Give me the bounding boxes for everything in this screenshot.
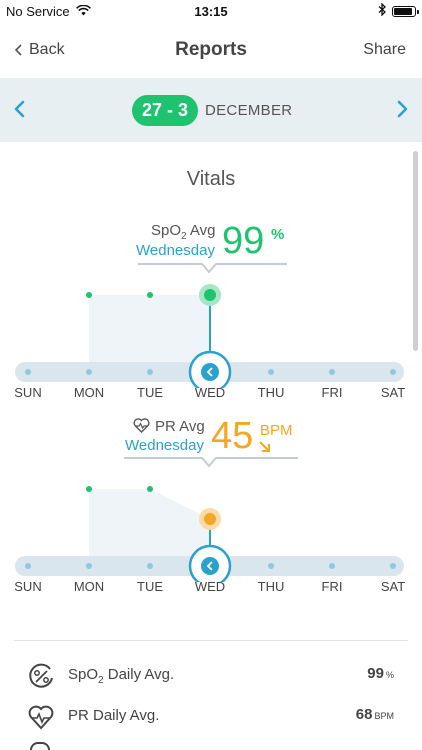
day-label-sun: SUN xyxy=(14,579,42,594)
pr-avg-unit: BPM xyxy=(260,422,293,439)
chevron-left-icon xyxy=(14,44,22,56)
day-dot-fri xyxy=(329,563,335,569)
day-selector-handle[interactable] xyxy=(188,350,232,388)
partial-icon xyxy=(30,742,50,750)
battery-icon xyxy=(392,5,419,17)
data-point-wed xyxy=(204,289,216,301)
day-dot-mon xyxy=(86,563,92,569)
trend-down-icon xyxy=(258,440,272,459)
day-dot-sat xyxy=(390,369,396,375)
stat-label: PR Daily Avg. xyxy=(68,707,160,724)
page-title: Reports xyxy=(175,39,247,60)
bluetooth-icon xyxy=(378,2,386,19)
data-point-tue xyxy=(147,292,153,298)
carrier-label: No Service xyxy=(6,4,70,19)
pr-area xyxy=(89,489,210,556)
data-point-tue xyxy=(147,486,153,492)
wifi-icon xyxy=(75,4,91,19)
callout-pointer xyxy=(124,457,298,468)
back-label: Back xyxy=(29,41,65,58)
day-selector-handle[interactable] xyxy=(188,544,232,582)
day-dot-sun xyxy=(25,563,31,569)
stat-row-pr[interactable]: PR Daily Avg. 68 BPM xyxy=(0,696,422,736)
date-range-selector: 27 - 3 DECEMBER xyxy=(0,78,422,142)
day-dot-thu xyxy=(268,369,274,375)
status-bar: No Service 13:15 xyxy=(0,0,422,22)
chevron-left-icon xyxy=(206,367,213,377)
day-dots xyxy=(25,563,396,569)
previous-week-button[interactable] xyxy=(8,97,32,121)
pr-weekly-chart xyxy=(15,457,404,582)
data-point-mon xyxy=(86,486,92,492)
pr-avg-label: PR Avg xyxy=(155,418,205,435)
stat-row-spo2[interactable]: SpO2 Daily Avg. 99% xyxy=(0,655,422,695)
clock: 13:15 xyxy=(194,4,228,19)
chevron-left-icon xyxy=(206,561,213,571)
stat-value: 99% xyxy=(367,665,394,682)
back-button[interactable]: Back xyxy=(14,41,65,59)
day-label-wed: WED xyxy=(194,385,226,400)
day-dot-mon xyxy=(86,369,92,375)
day-label-wed: WED xyxy=(194,579,226,594)
spo2-percent-icon xyxy=(26,661,56,691)
next-week-button[interactable] xyxy=(390,97,414,121)
day-dots xyxy=(25,369,396,375)
day-label-fri: FRI xyxy=(321,579,343,594)
day-label-mon: MON xyxy=(73,579,105,594)
day-label-sat: SAT xyxy=(380,579,406,594)
day-label-sun: SUN xyxy=(14,385,42,400)
spo2-day-label: Wednesday xyxy=(136,242,215,259)
day-dot-sat xyxy=(390,563,396,569)
day-dot-thu xyxy=(268,563,274,569)
spo2-avg-unit: % xyxy=(271,226,285,243)
date-range-badge: 27 - 3 xyxy=(132,95,198,126)
pr-avg-value: 45 xyxy=(211,415,254,457)
day-label-tue: TUE xyxy=(137,385,163,400)
section-title: Vitals xyxy=(186,168,236,190)
day-label-thu: THU xyxy=(257,385,285,400)
share-button[interactable]: Share xyxy=(363,41,406,58)
day-label-fri: FRI xyxy=(321,385,343,400)
stat-value: 68 BPM xyxy=(355,706,394,723)
spo2-avg-label: SpO2 Avg xyxy=(151,222,216,242)
callout-pointer xyxy=(138,263,287,274)
day-label-tue: TUE xyxy=(137,579,163,594)
pr-day-label: Wednesday xyxy=(125,437,204,454)
stat-label: SpO2 Daily Avg. xyxy=(68,666,175,686)
divider xyxy=(14,640,408,641)
day-dot-tue xyxy=(147,563,153,569)
chevron-left-icon xyxy=(14,100,25,118)
heart-rate-icon xyxy=(133,418,150,438)
scrollbar[interactable] xyxy=(413,151,418,351)
day-dot-tue xyxy=(147,369,153,375)
data-point-mon xyxy=(86,292,92,298)
spo2-weekly-chart xyxy=(15,263,404,388)
heart-rate-icon xyxy=(26,702,56,732)
day-dot-sun xyxy=(25,369,31,375)
day-label-sat: SAT xyxy=(380,385,406,400)
day-label-thu: THU xyxy=(257,579,285,594)
data-point-wed xyxy=(204,513,216,525)
chevron-right-icon xyxy=(397,100,408,118)
month-label: DECEMBER xyxy=(205,102,293,119)
day-label-mon: MON xyxy=(73,385,105,400)
spo2-area xyxy=(89,295,210,362)
spo2-avg-value: 99 xyxy=(222,220,265,262)
day-dot-fri xyxy=(329,369,335,375)
navigation-bar: Back Reports Share xyxy=(0,22,422,78)
